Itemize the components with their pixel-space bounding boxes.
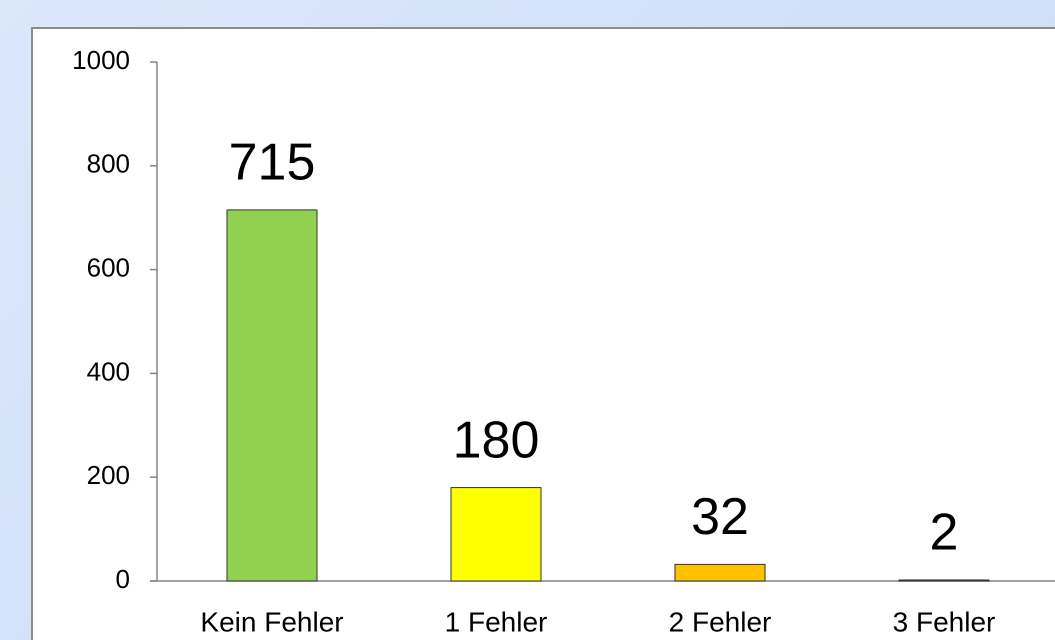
bar (674, 563, 766, 582)
bar (450, 487, 542, 582)
data-label: 180 (453, 411, 540, 469)
data-label: 715 (229, 134, 316, 192)
x-tick-label: 1 Fehler (445, 606, 548, 637)
chart-frame (31, 27, 1055, 640)
x-tick-label: 2 Fehler (669, 606, 772, 637)
x-tick-label: 3 Fehler (893, 606, 996, 637)
y-tick-label: 800 (87, 149, 130, 179)
y-tick-label: 600 (87, 252, 130, 282)
y-tick-label: 0 (116, 564, 130, 594)
bar (898, 579, 990, 582)
data-label: 2 (930, 504, 959, 562)
y-tick-label: 200 (87, 460, 130, 490)
bar (226, 209, 318, 582)
x-tick-label: Kein Fehler (200, 606, 343, 637)
y-tick-label: 1000 (72, 45, 130, 75)
data-label: 32 (691, 488, 749, 546)
y-tick-label: 400 (87, 356, 130, 386)
